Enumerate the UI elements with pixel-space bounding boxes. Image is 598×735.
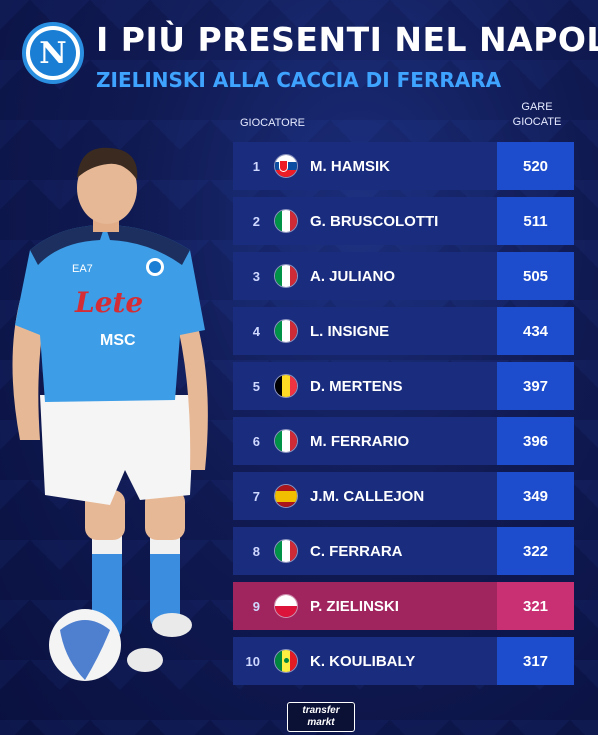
rank-number: 5 — [252, 378, 260, 394]
column-header-games-line1: GARE — [521, 101, 553, 113]
column-header-games: GARE GIOCATE — [507, 100, 567, 130]
italy-flag-icon — [274, 209, 298, 233]
shirt-sponsor-text: Lete — [74, 286, 143, 319]
games-count: 321 — [497, 582, 574, 630]
page-subtitle: ZIELINSKI ALLA CACCIA DI FERRARA — [96, 68, 502, 92]
rank-number: 3 — [252, 268, 260, 284]
table-row: 10 K. KOULIBALY 317 — [233, 637, 574, 685]
shirt-sponsor2-text: MSC — [100, 332, 136, 349]
column-header-games-line2: GIOCATE — [512, 116, 562, 128]
player-name: G. BRUSCOLOTTI — [310, 212, 439, 230]
transfermarkt-logo: transfer markt — [287, 702, 355, 732]
transfermarkt-logo-line2: markt — [307, 717, 335, 728]
table-row: 1 M. HAMSIK 520 — [233, 142, 574, 190]
table-row: 7 J.M. CALLEJON 349 — [233, 472, 574, 520]
rank-number: 8 — [252, 543, 260, 559]
table-row: 2 G. BRUSCOLOTTI 511 — [233, 197, 574, 245]
player-name: C. FERRARA — [310, 542, 403, 560]
player-name: M. HAMSIK — [310, 157, 390, 175]
player-name: K. KOULIBALY — [310, 652, 416, 670]
games-count: 520 — [497, 142, 574, 190]
shirt-brand-text: EA7 — [72, 263, 93, 275]
belgium-flag-icon — [274, 374, 298, 398]
italy-flag-icon — [274, 539, 298, 563]
table-row: 5 D. MERTENS 397 — [233, 362, 574, 410]
games-count: 505 — [497, 252, 574, 300]
table-row-highlighted: 9 P. ZIELINSKI 321 — [233, 582, 574, 630]
senegal-flag-icon — [274, 649, 298, 673]
italy-flag-icon — [274, 264, 298, 288]
napoli-logo: N — [22, 22, 84, 84]
rank-number: 7 — [252, 488, 260, 504]
slovakia-flag-icon — [274, 154, 298, 178]
rank-number: 6 — [252, 433, 260, 449]
player-photo: Lete MSC EA7 — [12, 147, 208, 681]
games-count: 317 — [497, 637, 574, 685]
rank-number: 9 — [252, 598, 260, 614]
player-name: P. ZIELINSKI — [310, 597, 399, 615]
spain-flag-icon — [274, 484, 298, 508]
page-title: I PIÙ PRESENTI NEL NAPOLI — [96, 20, 598, 59]
table-row: 6 M. FERRARIO 396 — [233, 417, 574, 465]
poland-flag-icon — [274, 594, 298, 618]
rank-number: 1 — [252, 158, 260, 174]
napoli-logo-letter: N — [30, 30, 76, 76]
games-count: 397 — [497, 362, 574, 410]
header: N I PIÙ PRESENTI NEL NAPOLI ZIELINSKI AL… — [0, 0, 598, 110]
italy-flag-icon — [274, 429, 298, 453]
player-name: D. MERTENS — [310, 377, 403, 395]
transfermarkt-logo-line1: transfer — [302, 705, 340, 716]
table-row: 4 L. INSIGNE 434 — [233, 307, 574, 355]
player-name: M. FERRARIO — [310, 432, 410, 450]
games-count: 349 — [497, 472, 574, 520]
games-count: 434 — [497, 307, 574, 355]
rank-number: 2 — [252, 213, 260, 229]
games-count: 322 — [497, 527, 574, 575]
rank-number: 4 — [252, 323, 260, 339]
player-name: L. INSIGNE — [310, 322, 390, 340]
player-name: J.M. CALLEJON — [310, 487, 425, 505]
table-row: 3 A. JULIANO 505 — [233, 252, 574, 300]
player-name: A. JULIANO — [310, 267, 396, 285]
italy-flag-icon — [274, 319, 298, 343]
games-count: 511 — [497, 197, 574, 245]
column-header-player: GIOCATORE — [240, 117, 305, 129]
games-count: 396 — [497, 417, 574, 465]
rank-number: 10 — [245, 653, 260, 669]
table-row: 8 C. FERRARA 322 — [233, 527, 574, 575]
